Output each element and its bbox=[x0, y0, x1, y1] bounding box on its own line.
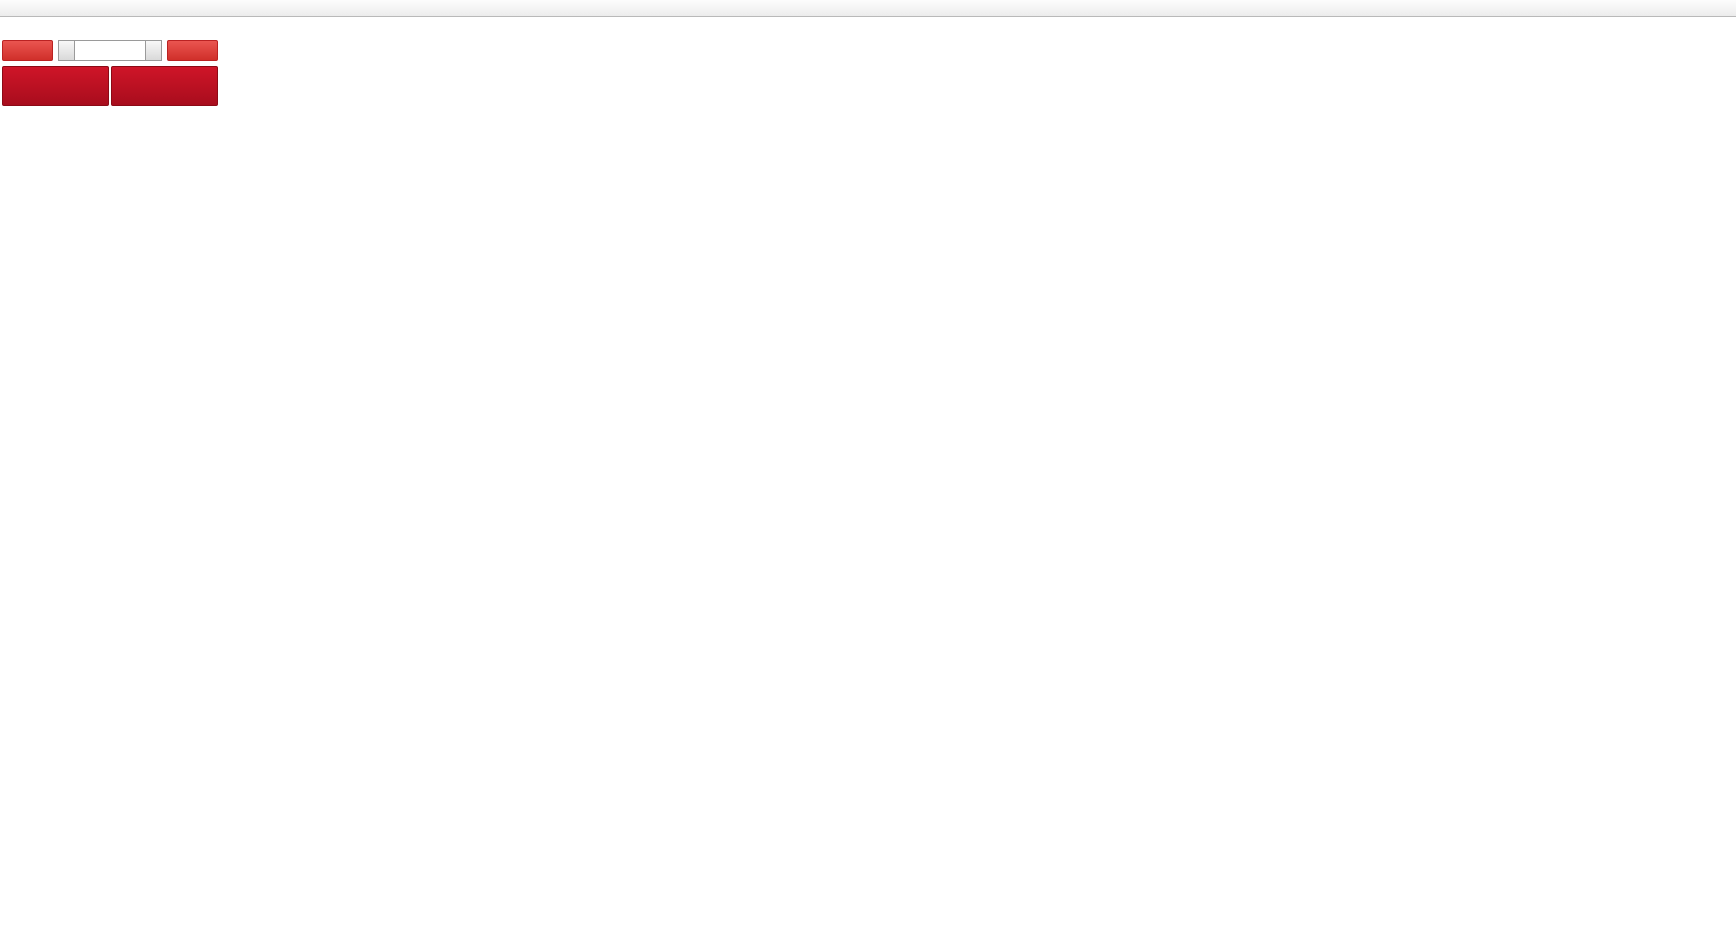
volume-input[interactable] bbox=[75, 40, 145, 61]
price-chart-canvas[interactable] bbox=[0, 17, 1736, 945]
volume-increase-button[interactable] bbox=[145, 40, 162, 61]
sell-price-panel[interactable] bbox=[2, 66, 109, 106]
one-click-trading-panel bbox=[2, 40, 218, 106]
volume-decrease-button[interactable] bbox=[58, 40, 75, 61]
main-toolbar bbox=[0, 0, 1736, 17]
chart-ohlc-header bbox=[4, 21, 38, 33]
buy-price-panel[interactable] bbox=[111, 66, 218, 106]
chart-area[interactable] bbox=[0, 17, 1736, 945]
sell-button[interactable] bbox=[2, 40, 53, 61]
buy-button[interactable] bbox=[167, 40, 218, 61]
